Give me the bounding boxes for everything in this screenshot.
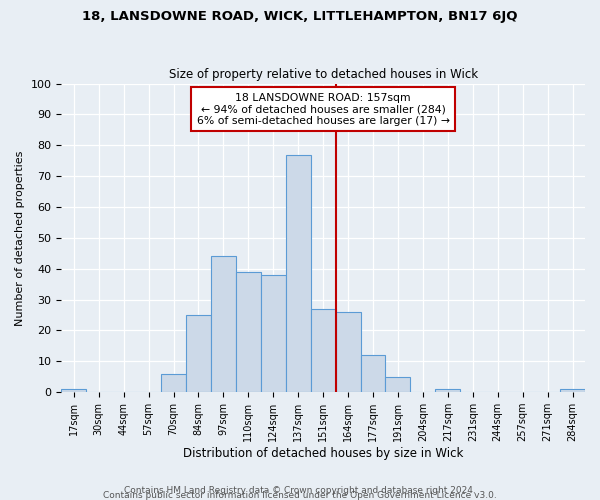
- Text: Contains public sector information licensed under the Open Government Licence v3: Contains public sector information licen…: [103, 490, 497, 500]
- Bar: [311, 309, 335, 392]
- Bar: [261, 275, 286, 392]
- Bar: [61, 389, 86, 392]
- Bar: [436, 389, 460, 392]
- Bar: [560, 389, 585, 392]
- Title: Size of property relative to detached houses in Wick: Size of property relative to detached ho…: [169, 68, 478, 81]
- Text: 18 LANSDOWNE ROAD: 157sqm
← 94% of detached houses are smaller (284)
6% of semi-: 18 LANSDOWNE ROAD: 157sqm ← 94% of detac…: [197, 93, 449, 126]
- Text: Contains HM Land Registry data © Crown copyright and database right 2024.: Contains HM Land Registry data © Crown c…: [124, 486, 476, 495]
- Bar: [211, 256, 236, 392]
- Bar: [385, 377, 410, 392]
- Bar: [236, 272, 261, 392]
- Bar: [161, 374, 186, 392]
- Bar: [361, 355, 385, 392]
- Bar: [286, 154, 311, 392]
- X-axis label: Distribution of detached houses by size in Wick: Distribution of detached houses by size …: [183, 447, 463, 460]
- Bar: [335, 312, 361, 392]
- Bar: [186, 315, 211, 392]
- Y-axis label: Number of detached properties: Number of detached properties: [15, 150, 25, 326]
- Text: 18, LANSDOWNE ROAD, WICK, LITTLEHAMPTON, BN17 6JQ: 18, LANSDOWNE ROAD, WICK, LITTLEHAMPTON,…: [82, 10, 518, 23]
